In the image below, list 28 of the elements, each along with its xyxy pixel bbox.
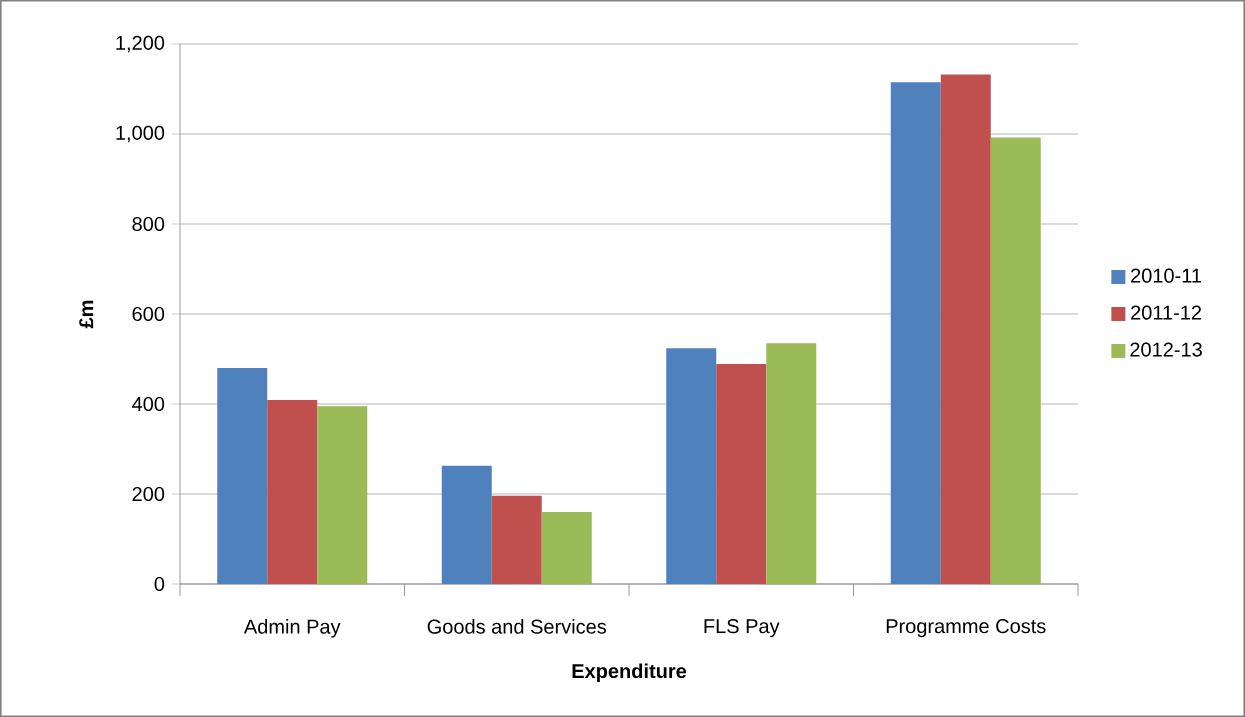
y-tick-label: 600 bbox=[132, 306, 165, 322]
y-tick-label: 0 bbox=[154, 576, 165, 592]
bar bbox=[491, 495, 542, 584]
y-tick-label: 1,200 bbox=[116, 35, 165, 53]
y-tick-label: 200 bbox=[132, 486, 165, 502]
x-tick-label: Admin Pay bbox=[243, 619, 341, 638]
bar bbox=[541, 512, 592, 584]
legend-label: 2010-11 bbox=[1131, 268, 1202, 283]
x-axis-title: Expenditure bbox=[572, 663, 687, 683]
y-tick-label: 400 bbox=[132, 396, 165, 412]
bar bbox=[317, 406, 368, 584]
bar bbox=[990, 137, 1041, 584]
bar bbox=[890, 82, 941, 584]
x-tick-label: FLS Pay bbox=[704, 619, 780, 638]
bar bbox=[666, 348, 717, 584]
legend-label: 2012-13 bbox=[1130, 342, 1202, 357]
bar bbox=[217, 367, 268, 584]
legend-label: 2011-12 bbox=[1131, 305, 1202, 320]
bar bbox=[940, 74, 991, 584]
bar bbox=[716, 363, 767, 584]
bar bbox=[267, 399, 318, 584]
y-tick-label: 800 bbox=[132, 216, 165, 232]
x-tick-label: Programme Costs bbox=[886, 619, 1046, 638]
y-axis-title: £m bbox=[79, 300, 94, 329]
bar bbox=[441, 465, 492, 584]
bar bbox=[766, 343, 817, 584]
y-tick-label: 1,000 bbox=[116, 125, 165, 143]
x-tick-label: Goods and Services bbox=[427, 619, 607, 634]
